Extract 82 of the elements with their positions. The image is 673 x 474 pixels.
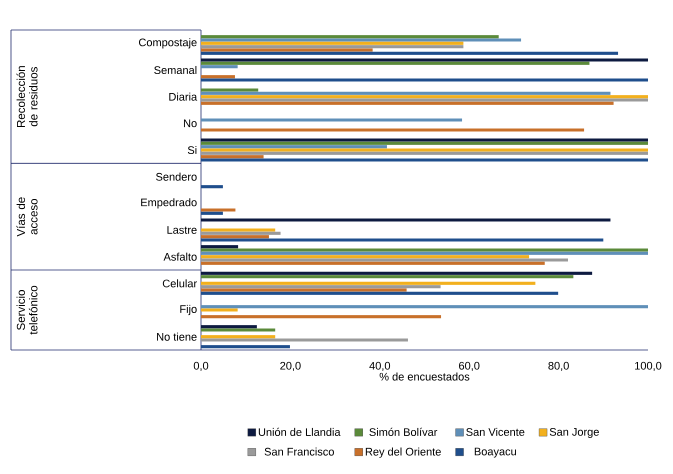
bar [201, 282, 536, 285]
bar [201, 258, 568, 262]
legend-label: San Jorge [550, 428, 599, 438]
y-tick-label: No tiene [157, 332, 197, 341]
y-tick-label: Si [188, 146, 196, 154]
bar [201, 118, 462, 122]
bar [201, 238, 604, 242]
y-tick-label: Diaria [169, 92, 198, 101]
text: Servicio telefónico [16, 286, 38, 334]
legend-label: Boayacu [474, 448, 516, 458]
y-tick-label: Empedrado [141, 198, 197, 208]
bar [201, 245, 238, 248]
bar [201, 328, 276, 332]
bar [201, 102, 614, 105]
x-tick-label: 60,0 [459, 362, 480, 371]
bar [201, 235, 269, 238]
bar [201, 138, 648, 142]
bar [201, 45, 464, 48]
bar [201, 305, 648, 308]
y-tick-label: Asfalto [164, 252, 197, 261]
bar [201, 152, 648, 155]
y-tick-label: Sendero [156, 172, 197, 181]
x-axis-title: % de encuestados [380, 372, 470, 381]
bar [201, 232, 281, 235]
bar [201, 35, 499, 38]
x-tick-label: 40,0 [369, 362, 390, 371]
bar [201, 248, 648, 252]
bar [201, 128, 584, 132]
legend-label: Unión de Llandia [258, 428, 341, 436]
bar [201, 288, 407, 292]
y-tick-label: Fijo [180, 304, 197, 316]
bar [201, 155, 264, 158]
bar [201, 315, 442, 318]
bar [201, 158, 648, 162]
bar [201, 228, 276, 232]
x-tick-label: 100,0 [635, 362, 662, 371]
legend-label: San Vicente [466, 428, 524, 436]
bar [201, 292, 558, 295]
bar [201, 142, 648, 145]
bar [201, 92, 610, 95]
bar [201, 65, 238, 68]
y-tick-label: Celular [162, 279, 197, 288]
legend-label: San Francisco [264, 448, 334, 456]
bar [201, 252, 648, 255]
legend-label: Rey del Oriente [366, 448, 441, 458]
bar [201, 78, 648, 82]
bar [201, 325, 257, 328]
bar [201, 285, 441, 288]
bar [201, 42, 464, 45]
x-tick-label: 20,0 [280, 362, 301, 371]
bar [201, 212, 223, 215]
bar [201, 52, 618, 55]
bar [201, 48, 373, 52]
legend-label: Simón Bolívar [369, 428, 438, 436]
bar [201, 75, 235, 78]
bar [201, 335, 276, 338]
text: Recolección de residuos [16, 66, 38, 128]
bar [201, 62, 590, 65]
bar [201, 185, 223, 188]
bar [201, 338, 408, 342]
bar [201, 218, 610, 222]
bar [201, 255, 530, 258]
x-tick-label: 0,0 [194, 362, 208, 371]
bar [201, 88, 258, 92]
text: Vías de acceso [16, 197, 38, 236]
bar [201, 95, 648, 98]
bar [201, 262, 545, 265]
bar [201, 308, 238, 312]
x-tick-label: 80,0 [548, 362, 569, 371]
bar [201, 272, 592, 275]
y-tick-label: Compostaje [139, 38, 197, 48]
y-tick-label: Lastre [167, 226, 197, 234]
bar [201, 58, 648, 62]
bar [201, 275, 574, 278]
bar [201, 345, 290, 348]
y-tick-label: No [184, 120, 197, 128]
bar [201, 98, 648, 102]
bar [201, 145, 387, 148]
bar [201, 38, 522, 42]
bar [201, 148, 648, 152]
y-tick-label: Semanal [154, 66, 196, 74]
bar [201, 208, 236, 212]
